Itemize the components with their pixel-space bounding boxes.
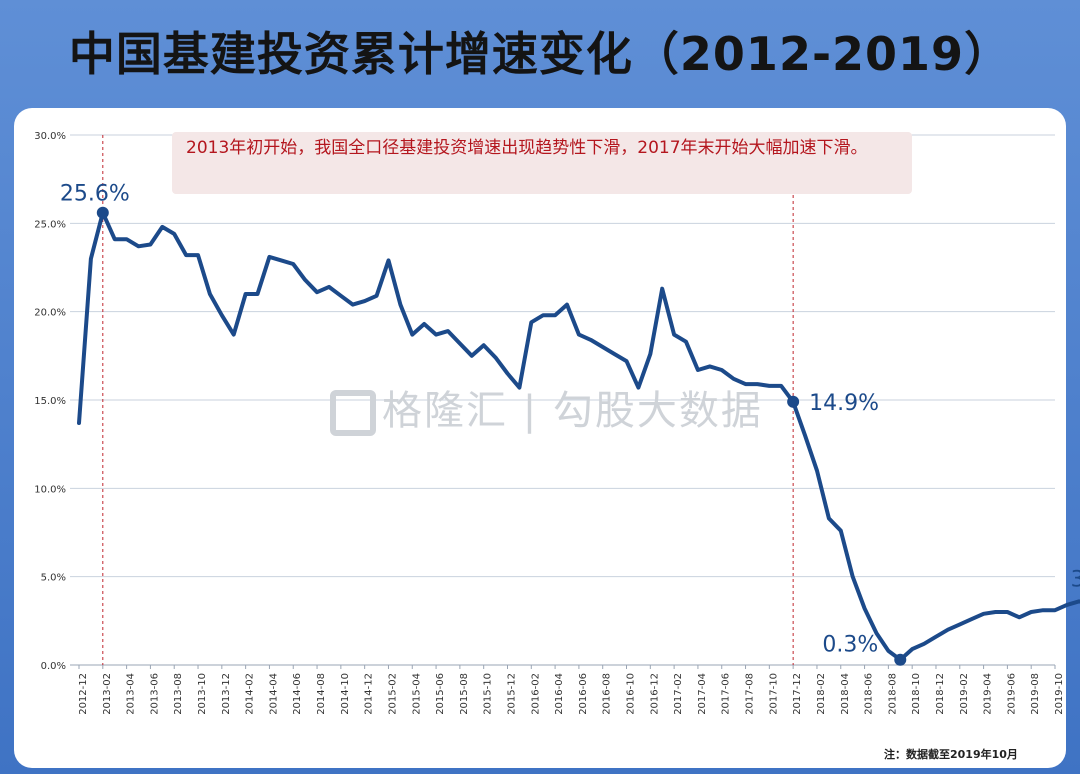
x-tick-label: 2018-08 bbox=[887, 673, 898, 715]
x-tick-label: 2015-12 bbox=[506, 673, 517, 715]
x-tick-label: 2019-04 bbox=[983, 673, 994, 715]
x-tick-label: 2017-04 bbox=[697, 673, 708, 715]
x-tick-label: 2017-06 bbox=[721, 673, 732, 715]
x-tick-label: 2019-08 bbox=[1030, 673, 1041, 715]
data-label: 0.3% bbox=[822, 633, 878, 658]
y-tick-label: 20.0% bbox=[34, 308, 66, 319]
chart-panel bbox=[14, 108, 1066, 768]
x-tick-label: 2015-10 bbox=[483, 673, 494, 715]
y-tick-label: 10.0% bbox=[34, 484, 66, 495]
x-tick-label: 2013-08 bbox=[173, 673, 184, 715]
x-tick-label: 2018-04 bbox=[840, 673, 851, 715]
source-note: 注：数据截至2019年10月 bbox=[884, 748, 1018, 761]
x-tick-label: 2013-02 bbox=[102, 673, 113, 715]
x-tick-label: 2013-12 bbox=[221, 673, 232, 715]
watermark-text: 格隆汇 | 勾股大数据 bbox=[382, 388, 763, 434]
watermark: 格隆汇 | 勾股大数据 bbox=[330, 378, 763, 436]
x-tick-label: 2018-06 bbox=[864, 673, 875, 715]
x-tick-label: 2019-10 bbox=[1054, 673, 1065, 715]
x-tick-label: 2016-08 bbox=[602, 673, 613, 715]
data-point-marker bbox=[96, 206, 109, 219]
data-label: 25.6% bbox=[60, 182, 130, 207]
data-point-marker bbox=[787, 395, 800, 408]
data-point-marker bbox=[894, 653, 907, 666]
x-tick-label: 2013-04 bbox=[126, 673, 137, 715]
x-tick-label: 2012-12 bbox=[78, 673, 89, 715]
data-label: 14.9% bbox=[809, 391, 879, 416]
y-tick-label: 15.0% bbox=[34, 396, 66, 407]
x-tick-label: 2017-12 bbox=[792, 673, 803, 715]
x-tick-label: 2017-02 bbox=[673, 673, 684, 715]
y-tick-label: 25.0% bbox=[34, 219, 66, 230]
x-tick-label: 2016-10 bbox=[626, 673, 637, 715]
x-tick-label: 2014-06 bbox=[292, 673, 303, 715]
data-label: 3.3% bbox=[1071, 568, 1080, 593]
y-tick-label: 5.0% bbox=[41, 573, 66, 584]
annotation-box: 2013年初开始，我国全口径基建投资增速出现趋势性下滑，2017年末开始大幅加速… bbox=[172, 132, 912, 194]
x-tick-label: 2016-04 bbox=[554, 673, 565, 715]
x-tick-label: 2019-02 bbox=[959, 673, 970, 715]
x-tick-label: 2013-10 bbox=[197, 673, 208, 715]
y-tick-label: 30.0% bbox=[34, 131, 66, 142]
x-tick-label: 2016-02 bbox=[530, 673, 541, 715]
x-tick-label: 2019-06 bbox=[1006, 673, 1017, 715]
x-tick-label: 2014-02 bbox=[245, 673, 256, 715]
x-tick-label: 2018-12 bbox=[935, 673, 946, 715]
x-tick-label: 2014-04 bbox=[268, 673, 279, 715]
x-tick-label: 2013-06 bbox=[149, 673, 160, 715]
x-tick-label: 2016-12 bbox=[649, 673, 660, 715]
x-tick-label: 2015-02 bbox=[387, 673, 398, 715]
x-tick-label: 2014-08 bbox=[316, 673, 327, 715]
x-tick-label: 2017-08 bbox=[745, 673, 756, 715]
x-tick-label: 2014-10 bbox=[340, 673, 351, 715]
x-tick-label: 2014-12 bbox=[364, 673, 375, 715]
page-title: 中国基建投资累计增速变化（2012-2019） bbox=[68, 27, 1012, 81]
x-tick-label: 2015-04 bbox=[411, 673, 422, 715]
x-tick-label: 2018-10 bbox=[911, 673, 922, 715]
x-tick-label: 2015-06 bbox=[435, 673, 446, 715]
x-tick-label: 2016-06 bbox=[578, 673, 589, 715]
y-tick-label: 0.0% bbox=[41, 661, 66, 672]
series-line bbox=[77, 210, 1080, 662]
x-tick-label: 2017-10 bbox=[768, 673, 779, 715]
watermark-logo-icon bbox=[330, 390, 376, 436]
x-tick-label: 2015-08 bbox=[459, 673, 470, 715]
x-tick-label: 2018-02 bbox=[816, 673, 827, 715]
